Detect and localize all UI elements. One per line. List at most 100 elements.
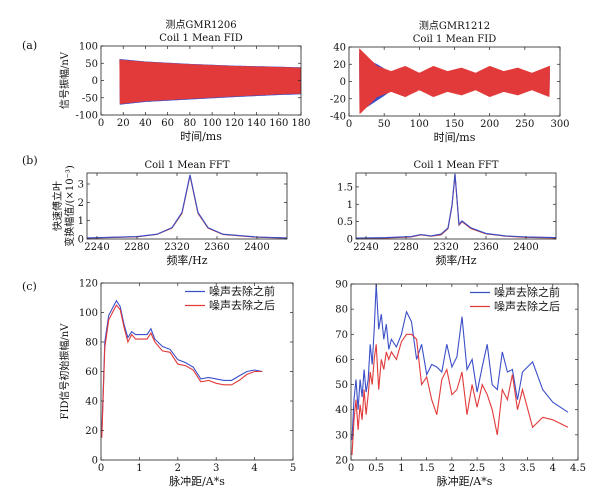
y-tick-label: 70 [335,330,348,341]
chart-subtitle: Coil 1 Mean FID [413,34,496,45]
y-tick-label: 40 [335,405,348,416]
x-axis-label: 时间/ms [180,130,222,143]
x-tick-label: 160 [269,118,288,129]
x-axis-label: 脉冲距/A*s [437,474,493,488]
y-tick-label: 80 [85,338,98,349]
x-tick-label: 4.5 [570,463,586,474]
y-tick-label: 40 [333,43,346,54]
y-tick-label: 0 [78,235,84,246]
y-tick-label: 1 [347,200,353,211]
x-tick-label: 200 [480,119,499,130]
x-tick-label: 120 [225,118,244,129]
y-tick-label: 2 [78,198,84,209]
y-axis-label-2: 变换幅值/(×10⁻³) [63,165,76,247]
chart-title: 测点GMR1206 [165,18,236,31]
x-tick-label: 80 [184,118,197,129]
chart-b-left: Coil 1 Mean FFT 2240 2280 2320 2360 2400 0 1 2 3 频… [51,160,288,267]
y-tick-label: -20 [330,94,346,105]
y-tick-label: 50 [335,380,348,391]
y-tick-label: 100 [79,308,98,319]
x-tick-label: 2.5 [469,463,485,474]
series-0-line [101,299,263,434]
plot-frame [350,283,579,461]
x-tick-label: 3 [499,463,505,474]
chart-c-right: 0 0.5 1 1.5 2 2.5 3 3.5 4 4.5 20 30 40 50 60 70 80 90 脉冲距/… [335,280,586,489]
x-tick-label: 1 [398,463,404,474]
y-tick-label: 20 [85,426,98,437]
y-axis-label: FID信号初始振幅/nV [58,323,71,420]
x-axis-label: 频率/Hz [166,253,207,267]
x-tick-label: 2400 [513,242,538,253]
chart-title: 测点GMR1212 [419,19,490,32]
x-tick-label: 0 [98,463,104,474]
x-tick-label: 2 [449,463,455,474]
x-tick-label: 4 [550,463,556,474]
y-tick-label: 1 [78,216,84,227]
x-tick-label: 60 [161,118,174,129]
y-axis-label: 快速傅立叶 [51,181,64,231]
x-tick-label: 100 [410,119,429,130]
chart-subtitle: Coil 1 Mean FFT [144,160,229,171]
series-group [356,173,556,239]
y-tick-label: 0 [92,456,98,467]
y-tick-label: 3 [78,180,84,191]
x-tick-label: 3 [213,463,219,474]
x-tick-label: 140 [247,118,266,129]
x-tick-label: 180 [291,118,310,129]
series-group [359,48,550,115]
x-tick-label: 2240 [353,242,378,253]
x-tick-label: 1 [136,463,142,474]
x-tick-label: 0 [98,118,104,129]
y-tick-label: 100 [79,42,98,53]
y-axis-label: 信号振幅/nV [58,51,71,109]
plot-frame [355,172,557,240]
x-axis-label: 脉冲距/A*s [169,474,225,488]
x-tick-label: 5 [290,463,296,474]
y-tick-label: 0 [340,77,346,88]
x-axis-label: 频率/Hz [435,253,476,267]
x-tick-label: 2 [175,463,181,474]
x-tick-label: 0.5 [368,463,384,474]
chart-b-right: Coil 1 Mean FFT 2240 2280 2320 2360 2400 0 0.5 1… [337,160,557,267]
x-tick-label: 250 [515,119,534,130]
series-1-line [351,333,569,456]
x-tick-label: 40 [139,118,152,129]
y-tick-label: 20 [333,60,346,71]
y-tick-label: 60 [335,355,348,366]
y-tick-label: 0 [92,76,98,87]
series-group [101,299,263,438]
y-tick-label: 50 [85,59,98,70]
x-tick-label: 0 [346,119,352,130]
x-tick-label: 2240 [84,242,109,253]
x-tick-label: 2320 [164,242,189,253]
x-tick-label: 100 [203,118,222,129]
y-tick-label: 0.5 [337,217,353,228]
y-tick-label: 80 [335,305,348,316]
series-group [119,59,301,105]
series-1-envelope [359,48,550,115]
y-tick-label: -50 [82,93,98,104]
y-tick-label: 40 [85,397,98,408]
series-1-line [87,174,287,239]
y-tick-label: 120 [79,279,98,290]
x-tick-label: 3.5 [520,463,536,474]
series-group [351,284,569,456]
x-tick-label: 2360 [473,242,498,253]
x-tick-label: 2280 [124,242,149,253]
legend-label: 噪声去除之前 [494,285,560,299]
legend-label: 噪声去除之后 [209,298,275,312]
x-axis-label: 时间/ms [434,131,476,144]
panel-labels: (a) (b) (c) [22,39,38,293]
x-tick-label: 300 [550,119,569,130]
y-tick-label: 60 [85,367,98,378]
x-tick-label: 150 [445,119,464,130]
y-tick-label: 20 [335,456,348,467]
chart-subtitle: Coil 1 Mean FID [159,33,242,44]
x-tick-label: 2360 [204,242,229,253]
